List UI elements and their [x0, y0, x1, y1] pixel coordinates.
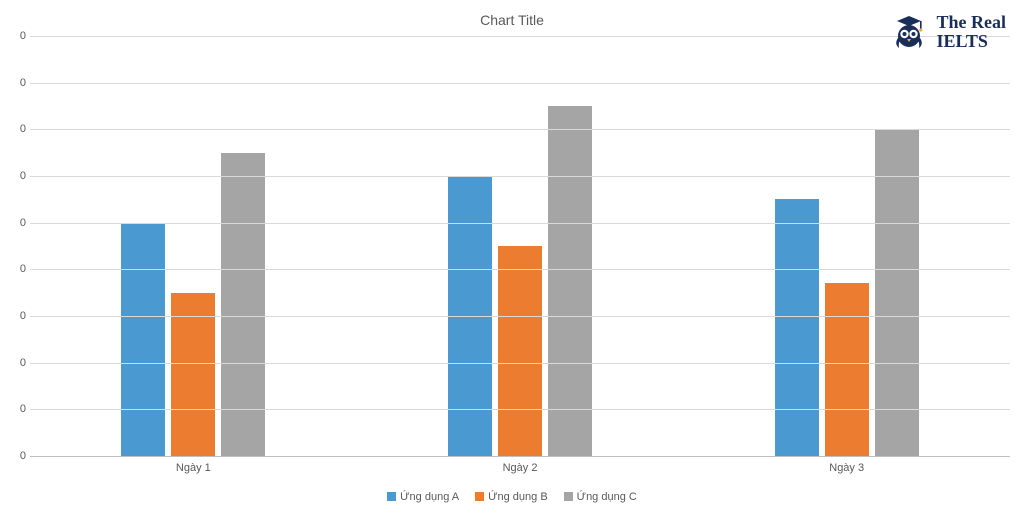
- bar-group-inner: [118, 36, 268, 456]
- y-tick-label: 0: [10, 217, 26, 229]
- bar: [875, 129, 919, 456]
- legend-swatch: [475, 492, 484, 501]
- y-tick-label: 0: [10, 263, 26, 275]
- bar-groups: Ngày 1Ngày 2Ngày 3: [30, 36, 1010, 456]
- legend-item: Ứng dụng A: [387, 491, 459, 503]
- x-category-label: Ngày 3: [683, 462, 1010, 474]
- chart-title: Chart Title: [10, 12, 1014, 28]
- y-tick-label: 0: [10, 77, 26, 89]
- legend-label: Ứng dụng C: [577, 491, 637, 503]
- legend-item: Ứng dụng B: [475, 491, 548, 503]
- legend-label: Ứng dụng B: [488, 491, 548, 503]
- bar-group-inner: [445, 36, 595, 456]
- bar: [825, 283, 869, 456]
- legend-swatch: [387, 492, 396, 501]
- y-tick-label: 0: [10, 403, 26, 415]
- gridline: [30, 409, 1010, 410]
- bar-group: Ngày 1: [30, 36, 357, 456]
- x-category-label: Ngày 1: [30, 462, 357, 474]
- gridline: [30, 36, 1010, 37]
- legend-label: Ứng dụng A: [400, 491, 459, 503]
- plot-area: Ngày 1Ngày 2Ngày 3 0000000000: [30, 36, 1010, 457]
- legend-swatch: [564, 492, 573, 501]
- x-category-label: Ngày 2: [357, 462, 684, 474]
- bar: [121, 223, 165, 456]
- gridline: [30, 129, 1010, 130]
- y-tick-label: 0: [10, 30, 26, 42]
- gridline: [30, 269, 1010, 270]
- bar-group: Ngày 3: [683, 36, 1010, 456]
- legend-item: Ứng dụng C: [564, 491, 637, 503]
- bar-group-inner: [772, 36, 922, 456]
- brand-line1: The Real: [937, 13, 1007, 32]
- brand-line2: IELTS: [937, 32, 1007, 51]
- bar: [171, 293, 215, 456]
- gridline: [30, 363, 1010, 364]
- brand-text: The Real IELTS: [937, 13, 1007, 51]
- bar-group: Ngày 2: [357, 36, 684, 456]
- y-tick-label: 0: [10, 310, 26, 322]
- y-tick-label: 0: [10, 450, 26, 462]
- bar: [775, 199, 819, 456]
- gridline: [30, 223, 1010, 224]
- legend: Ứng dụng A Ứng dụng B Ứng dụng C: [10, 491, 1014, 505]
- gridline: [30, 316, 1010, 317]
- brand-logo: The Real IELTS: [887, 10, 1007, 54]
- bar: [498, 246, 542, 456]
- bar: [548, 106, 592, 456]
- gridline: [30, 83, 1010, 84]
- gridline: [30, 176, 1010, 177]
- graduation-owl-icon: [887, 10, 931, 54]
- y-tick-label: 0: [10, 357, 26, 369]
- bar-chart: Chart Title Ngày 1Ngày 2Ngày 3 000000000…: [10, 0, 1014, 512]
- bar: [221, 153, 265, 456]
- y-tick-label: 0: [10, 123, 26, 135]
- y-tick-label: 0: [10, 170, 26, 182]
